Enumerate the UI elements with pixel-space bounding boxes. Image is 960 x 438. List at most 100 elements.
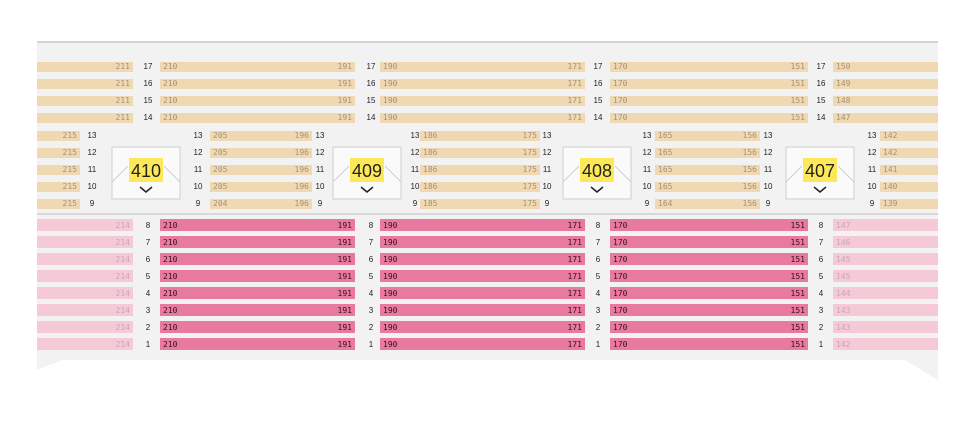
- seat-number: 165: [658, 182, 673, 191]
- seat-block[interactable]: [37, 199, 80, 209]
- seat-block[interactable]: [380, 270, 585, 282]
- row-number: 6: [596, 255, 601, 264]
- section-410[interactable]: 410: [111, 146, 181, 200]
- seat-block[interactable]: [655, 131, 760, 141]
- seat-block[interactable]: [420, 199, 540, 209]
- seat-block[interactable]: [160, 219, 355, 231]
- seat-block[interactable]: [210, 131, 312, 141]
- seat-block[interactable]: [833, 79, 938, 89]
- seat-number: 190: [383, 306, 398, 315]
- seat-block[interactable]: [380, 304, 585, 316]
- seat-block[interactable]: [610, 338, 808, 350]
- seat-block[interactable]: [160, 338, 355, 350]
- seat-block[interactable]: [610, 236, 808, 248]
- seat-block[interactable]: [37, 79, 133, 89]
- row-number: 7: [596, 238, 601, 247]
- seat-block[interactable]: [833, 96, 938, 106]
- seat-block[interactable]: [160, 321, 355, 333]
- chevron-down-icon[interactable]: [139, 186, 153, 193]
- seat-block[interactable]: [610, 321, 808, 333]
- seat-block[interactable]: [380, 96, 585, 106]
- seat-block[interactable]: [610, 304, 808, 316]
- seat-block[interactable]: [420, 131, 540, 141]
- seat-block[interactable]: [655, 148, 760, 158]
- seat-block[interactable]: [610, 219, 808, 231]
- seat-block[interactable]: [610, 253, 808, 265]
- seat-number: 214: [116, 238, 131, 247]
- seat-block[interactable]: [655, 182, 760, 192]
- seat-block[interactable]: [380, 236, 585, 248]
- seat-number: 170: [613, 306, 628, 315]
- seat-block[interactable]: [610, 79, 808, 89]
- seat-block[interactable]: [420, 182, 540, 192]
- seat-block[interactable]: [160, 304, 355, 316]
- seat-block[interactable]: [160, 113, 355, 123]
- seat-block[interactable]: [210, 199, 312, 209]
- seat-block[interactable]: [610, 270, 808, 282]
- seat-block[interactable]: [160, 79, 355, 89]
- seat-block[interactable]: [833, 113, 938, 123]
- section-408[interactable]: 408: [562, 146, 632, 200]
- seat-block[interactable]: [380, 62, 585, 72]
- seat-number: 156: [743, 199, 758, 208]
- seat-block[interactable]: [610, 287, 808, 299]
- seat-block[interactable]: [380, 253, 585, 265]
- seat-block[interactable]: [610, 96, 808, 106]
- chevron-down-icon[interactable]: [813, 186, 827, 193]
- seat-row-6: 214 210 191 190 171 170 151 145 6 6 6 6: [37, 253, 938, 265]
- row-number: 13: [88, 131, 97, 140]
- seat-block[interactable]: [655, 199, 760, 209]
- seat-block[interactable]: [880, 148, 938, 158]
- seat-block[interactable]: [37, 62, 133, 72]
- seat-number: 191: [338, 306, 353, 315]
- seat-block[interactable]: [380, 338, 585, 350]
- seat-block[interactable]: [655, 165, 760, 175]
- row-number: 4: [596, 289, 601, 298]
- seat-block[interactable]: [380, 113, 585, 123]
- seat-block[interactable]: [880, 165, 938, 175]
- seat-row-4: 214 210 191 190 171 170 151 144 4 4 4 4: [37, 287, 938, 299]
- seat-block[interactable]: [880, 182, 938, 192]
- seat-block: [37, 270, 133, 282]
- seat-block[interactable]: [833, 62, 938, 72]
- seat-block[interactable]: [210, 148, 312, 158]
- seat-block[interactable]: [210, 165, 312, 175]
- seat-number: 205: [213, 131, 228, 140]
- seat-number: 215: [63, 199, 78, 208]
- seat-block[interactable]: [160, 253, 355, 265]
- seat-block[interactable]: [160, 96, 355, 106]
- seat-block[interactable]: [420, 148, 540, 158]
- seat-block[interactable]: [210, 182, 312, 192]
- seat-block[interactable]: [160, 236, 355, 248]
- seat-block[interactable]: [37, 182, 80, 192]
- seat-block[interactable]: [37, 113, 133, 123]
- seat-block[interactable]: [160, 270, 355, 282]
- row-number: 15: [817, 96, 826, 105]
- seat-block[interactable]: [610, 62, 808, 72]
- seat-block[interactable]: [37, 148, 80, 158]
- row-number: 13: [643, 131, 652, 140]
- row-number: 2: [596, 323, 601, 332]
- seat-block[interactable]: [610, 113, 808, 123]
- seat-block[interactable]: [160, 62, 355, 72]
- seat-block[interactable]: [37, 165, 80, 175]
- seat-block[interactable]: [420, 165, 540, 175]
- seat-number: 215: [63, 165, 78, 174]
- seat-block[interactable]: [880, 199, 938, 209]
- seat-number: 149: [836, 79, 851, 88]
- seat-block[interactable]: [37, 96, 133, 106]
- seat-block[interactable]: [380, 79, 585, 89]
- chevron-down-icon[interactable]: [360, 186, 374, 193]
- row-number: 8: [369, 221, 374, 230]
- seat-block[interactable]: [380, 287, 585, 299]
- seat-block[interactable]: [160, 287, 355, 299]
- chevron-down-icon[interactable]: [590, 186, 604, 193]
- seat-block[interactable]: [380, 321, 585, 333]
- seat-block[interactable]: [37, 131, 80, 141]
- seat-block[interactable]: [380, 219, 585, 231]
- seat-block[interactable]: [880, 131, 938, 141]
- section-409[interactable]: 409: [332, 146, 402, 200]
- section-407[interactable]: 407: [785, 146, 855, 200]
- seat-block: [833, 338, 938, 350]
- row-number: 9: [413, 199, 418, 208]
